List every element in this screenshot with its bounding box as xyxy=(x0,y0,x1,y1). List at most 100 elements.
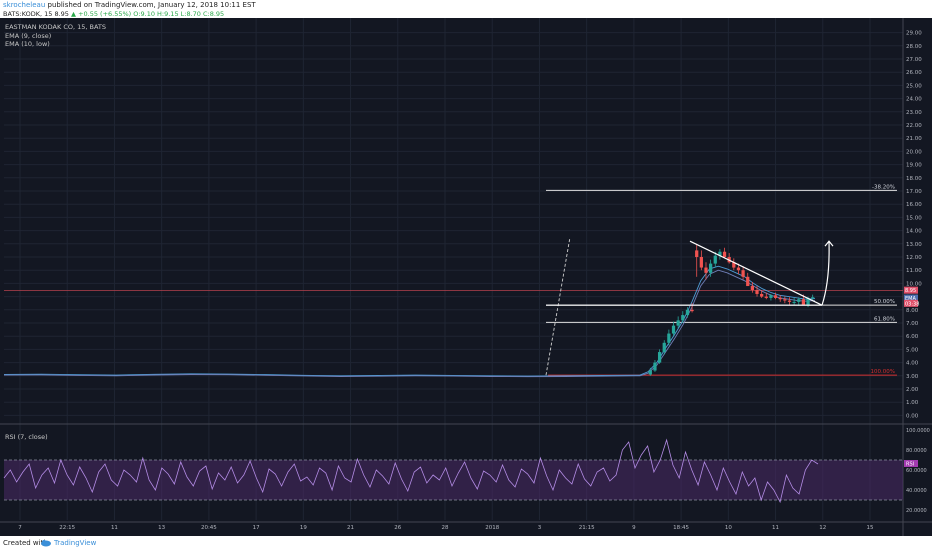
candle-body xyxy=(769,295,773,298)
x-tick-label: 12 xyxy=(819,525,826,531)
legend-title: EASTMAN KODAK CO, 15, BATS xyxy=(5,23,107,31)
legend-ema-9[interactable]: EMA (9, close) xyxy=(5,31,52,40)
rsi-axis-tag xyxy=(904,460,918,467)
candle-body xyxy=(718,251,722,256)
y-tick-label: 3.00 xyxy=(906,374,919,380)
fib-level-label: 50.00% xyxy=(874,299,895,305)
candle-body xyxy=(653,362,657,371)
x-tick-label: 21:15 xyxy=(579,525,595,531)
y-tick-label: 0.00 xyxy=(906,413,919,419)
x-tick-label: 11 xyxy=(772,525,779,531)
candle-body xyxy=(695,250,699,257)
x-tick-label: 28 xyxy=(442,525,449,531)
fib-level-label: -38.20% xyxy=(872,184,895,190)
y-tick-label: 21.00 xyxy=(906,136,922,142)
candle-body xyxy=(676,320,680,326)
y-tick-label: 19.00 xyxy=(906,163,922,169)
x-tick-label: 20:45 xyxy=(201,525,217,531)
price-axis-tag-text: 8.95 xyxy=(905,288,916,294)
tradingview-logo-icon xyxy=(41,540,51,547)
y-tick-label: 15.00 xyxy=(906,215,922,221)
rsi-tick-label: 80.0000 xyxy=(906,448,927,454)
candle-body xyxy=(778,297,782,300)
candle-body xyxy=(704,267,708,273)
y-tick-label: 14.00 xyxy=(906,229,922,235)
y-tick-label: 16.00 xyxy=(906,202,922,208)
symbol-quote-line: BATS:KODK, 15 8.95 ▲ +0.55 (+6.55%) O:9.… xyxy=(3,10,224,18)
rsi-tick-label: 100.0000 xyxy=(906,428,930,434)
candle-body xyxy=(722,251,727,257)
candle-body xyxy=(648,370,652,375)
y-tick-label: 4.00 xyxy=(906,361,919,367)
x-tick-label: 19 xyxy=(300,525,307,531)
ema-10-line xyxy=(3,269,816,378)
candle-body xyxy=(657,352,662,363)
y-tick-label: 27.00 xyxy=(906,57,922,63)
ohlc-values: O:9.10 H:9.15 L:8.70 C:8.95 xyxy=(133,10,225,18)
candle-body xyxy=(690,309,694,312)
x-tick-label: 13 xyxy=(158,525,165,531)
footer: Created with TradingView xyxy=(0,536,932,550)
price-axis-tag xyxy=(904,299,918,307)
y-tick-label: 22.00 xyxy=(906,123,922,129)
candle-body xyxy=(806,297,810,305)
chart-legend: EASTMAN KODAK CO, 15, BATS EMA (9, close… xyxy=(5,23,106,49)
x-tick-label: 9 xyxy=(632,525,636,531)
y-tick-label: 29.00 xyxy=(906,31,922,37)
candle-body xyxy=(755,290,759,294)
candle-body xyxy=(699,257,703,268)
triangle-upper-trendline xyxy=(689,240,823,306)
tradingview-link[interactable]: TradingView xyxy=(54,539,97,547)
chart-canvas[interactable]: 7 22:15 11 13 20:45 17 19 21 26 28 2018 3 21:15 9 18:4… xyxy=(0,18,932,536)
x-tick-label: 21 xyxy=(347,525,354,531)
price-change: ▲ +0.55 (+6.55%) xyxy=(71,10,132,18)
y-tick-label: 1.00 xyxy=(906,400,919,406)
candle-body xyxy=(783,299,787,301)
y-tick-label: 6.00 xyxy=(906,334,919,340)
y-tick-label: 11.00 xyxy=(906,268,922,274)
candle-body xyxy=(732,262,736,268)
candle-body xyxy=(750,286,754,290)
x-tick-label: 7 xyxy=(18,525,22,531)
y-tick-label: 2.00 xyxy=(906,387,919,393)
candle-body xyxy=(662,342,666,353)
breakout-arrow-head xyxy=(824,240,834,247)
y-tick-label: 28.00 xyxy=(906,44,922,50)
candle-body xyxy=(681,315,685,321)
y-tick-label: 24.00 xyxy=(906,97,922,103)
candle-body xyxy=(671,325,676,334)
x-tick-label: 26 xyxy=(394,525,401,531)
rsi-tick-label: 60.0000 xyxy=(906,468,927,474)
x-tick-label: 17 xyxy=(253,525,260,531)
rsi-tick-label: 40.0000 xyxy=(906,488,927,494)
publisher-link[interactable]: skrocheleau xyxy=(3,1,46,9)
y-tick-label: 12.00 xyxy=(906,255,922,261)
candle-body xyxy=(773,295,778,298)
price-axis-tag xyxy=(904,286,918,294)
rsi-line xyxy=(3,438,819,504)
candle-body xyxy=(811,297,815,299)
x-tick-label: 3 xyxy=(538,525,542,531)
x-tick-label: 2018 xyxy=(485,525,499,531)
x-tick-label: 18:45 xyxy=(673,525,689,531)
y-tick-label: 20.00 xyxy=(906,149,922,155)
y-tick-label: 23.00 xyxy=(906,110,922,116)
y-tick-label: 17.00 xyxy=(906,189,922,195)
rsi-axis-tag-text: RSI xyxy=(906,462,914,468)
y-tick-label: 13.00 xyxy=(906,242,922,248)
candle-body xyxy=(801,299,806,305)
y-tick-label: 18.00 xyxy=(906,176,922,182)
rsi-legend[interactable]: RSI (7, close) xyxy=(5,433,48,441)
y-tick-label: 26.00 xyxy=(906,70,922,76)
legend-ema-10[interactable]: EMA (10, low) xyxy=(5,40,50,48)
price-axis-tag-text: EMA xyxy=(905,296,916,302)
y-tick-label: 25.00 xyxy=(906,83,922,89)
publish-line: skrocheleau published on TradingView.com… xyxy=(3,1,256,9)
candle-body xyxy=(764,296,768,298)
candle-body xyxy=(709,263,713,273)
ema-9-line xyxy=(3,265,816,377)
candle-body xyxy=(760,293,764,297)
chart-area[interactable]: 7 22:15 11 13 20:45 17 19 21 26 28 2018 3 21:15 9 18:4… xyxy=(0,18,932,536)
candle-body xyxy=(685,309,690,316)
breakout-arrow-shaft xyxy=(821,241,830,306)
